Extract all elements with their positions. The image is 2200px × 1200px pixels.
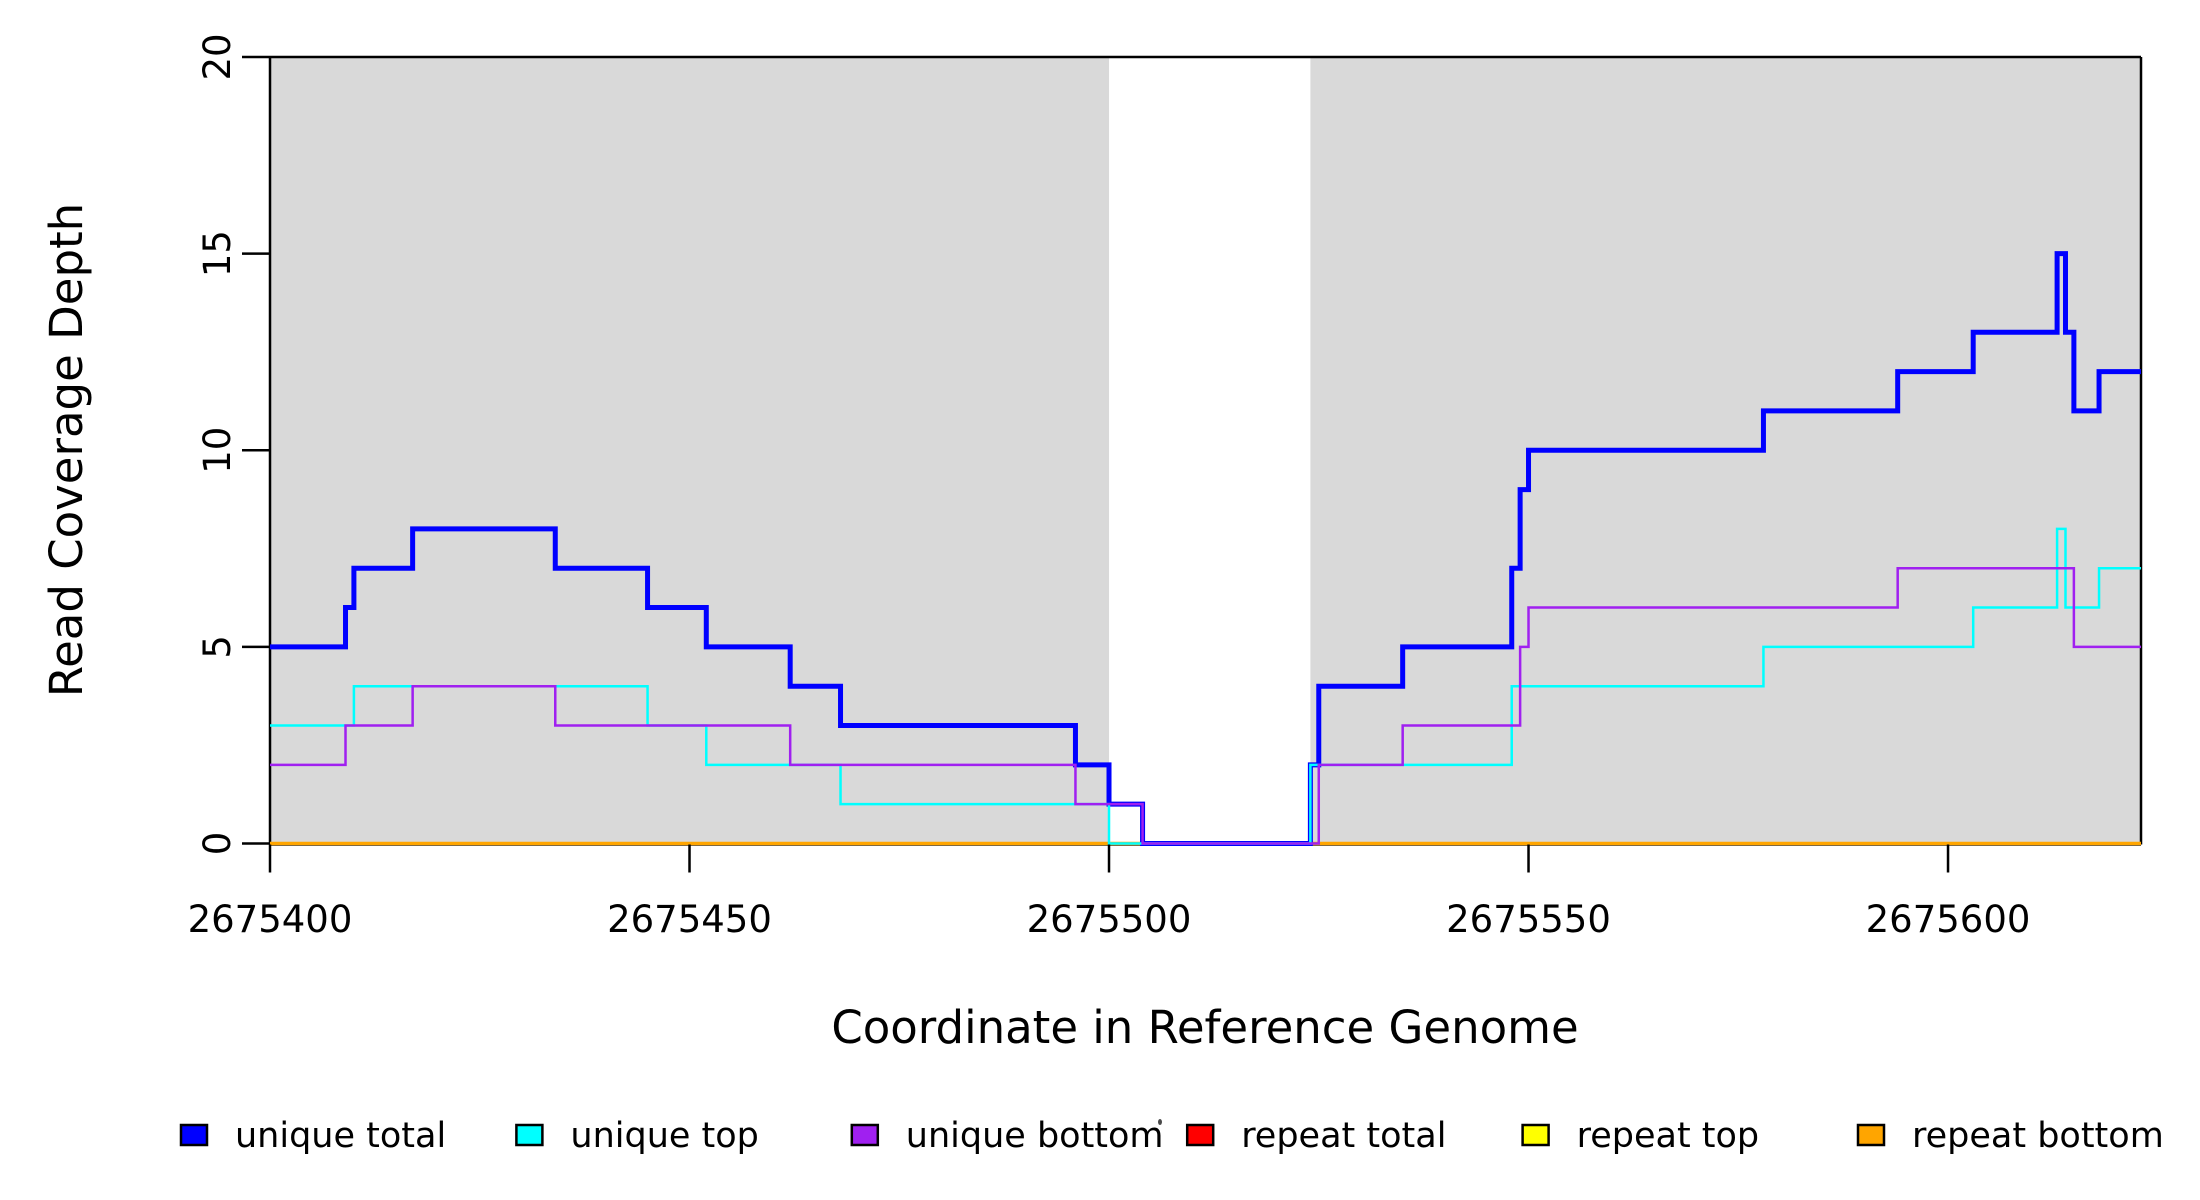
axis-ticks-layer: 2675400 2675450 2675500 2675550 2675600 0 5 10 1… bbox=[188, 33, 2031, 941]
x-tick-label: 2675450 bbox=[607, 898, 772, 941]
legend-swatch bbox=[850, 1123, 880, 1147]
x-tick-label: 2675500 bbox=[1027, 898, 1192, 941]
legend-label: repeat total bbox=[1241, 1116, 1446, 1156]
legend-swatch bbox=[515, 1123, 544, 1147]
y-axis-title: Read Coverage Depth bbox=[40, 203, 93, 697]
y-tick-label: 20 bbox=[196, 33, 239, 80]
legend-item-repeat-total: repeat total bbox=[1185, 1116, 1446, 1156]
legend-item-unique-total: unique total bbox=[179, 1116, 446, 1156]
legend-label: repeat bottom bbox=[1912, 1116, 2164, 1156]
series-unique-bottom bbox=[270, 566, 2141, 845]
legend-item-unique-bottom: unique bottom bbox=[850, 1116, 1164, 1156]
x-axis-title: Coordinate in Reference Genome bbox=[831, 1001, 1578, 1054]
legend-swatch bbox=[1856, 1123, 1886, 1147]
legend-label: unique top bbox=[570, 1116, 759, 1156]
legend-label: repeat top bbox=[1577, 1116, 1760, 1156]
x-tick-label: 2675550 bbox=[1446, 898, 1611, 941]
y-tick-label: 5 bbox=[196, 635, 239, 659]
legend-item-repeat-bottom: repeat bottom bbox=[1856, 1116, 2164, 1156]
y-tick-label: 10 bbox=[196, 427, 239, 474]
legend-swatch bbox=[1521, 1123, 1550, 1147]
unique-region-1 bbox=[270, 57, 1110, 845]
legend-label: unique total bbox=[235, 1116, 446, 1156]
x-tick-label: 2675400 bbox=[188, 898, 353, 941]
shaded-regions-layer bbox=[270, 57, 2141, 845]
legend-item-unique-top: unique top bbox=[515, 1116, 759, 1156]
series-layer bbox=[270, 251, 2141, 846]
legend-item-repeat-top: repeat top bbox=[1521, 1116, 1760, 1156]
stray-mark bbox=[1158, 1119, 1162, 1125]
y-tick-label: 0 bbox=[196, 832, 239, 856]
y-tick-label: 15 bbox=[196, 230, 239, 277]
legend-swatch bbox=[1185, 1123, 1215, 1147]
legend-swatch bbox=[179, 1123, 209, 1147]
legend-label: unique bottom bbox=[906, 1116, 1164, 1156]
x-tick-label: 2675600 bbox=[1866, 898, 2031, 941]
legend: unique total unique top unique bottom repea… bbox=[179, 1116, 2164, 1156]
